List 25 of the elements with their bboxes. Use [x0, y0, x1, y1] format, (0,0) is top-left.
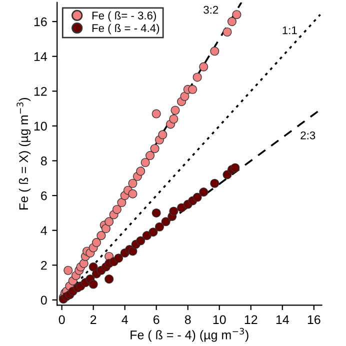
x-tick-label: 0 — [58, 315, 65, 324]
y-tick-label: 16 — [34, 17, 47, 26]
y-tick-label: 10 — [34, 122, 47, 131]
y-axis-title: Fe ( ß = X) (µg m$^{−3}$) — [16, 98, 31, 210]
x-tick-label: 10 — [213, 315, 226, 324]
y-tick-label: 14 — [34, 52, 48, 61]
annotation: 2:3 — [300, 131, 316, 140]
annotation: 3:2 — [204, 6, 218, 14]
x-tick-label: 16 — [308, 315, 320, 324]
x-tick-label: 8 — [184, 315, 191, 324]
legend-label: Fe ( ß = - 4.4) — [92, 24, 160, 34]
x-tick-label: 6 — [154, 315, 160, 324]
annotation: 1:1 — [282, 26, 297, 34]
y-tick-label: 8 — [40, 156, 47, 166]
y-tick-label: 0 — [40, 296, 47, 305]
x-tick-label: 4 — [122, 315, 128, 324]
x-axis-title: Fe ( ß = - 4) (µg m$^{−3}$) — [130, 328, 248, 342]
legend-label: Fe ( ß= - 3.6) — [92, 11, 156, 22]
x-tick-label: 2 — [90, 315, 96, 324]
y-tick-label: 2 — [41, 260, 47, 270]
y-tick-label: 12 — [34, 86, 47, 96]
y-tick-label: 6 — [41, 191, 47, 200]
y-tick-label: 4 — [40, 226, 48, 235]
x-tick-label: 12 — [244, 315, 258, 324]
x-tick-label: 14 — [276, 315, 289, 324]
